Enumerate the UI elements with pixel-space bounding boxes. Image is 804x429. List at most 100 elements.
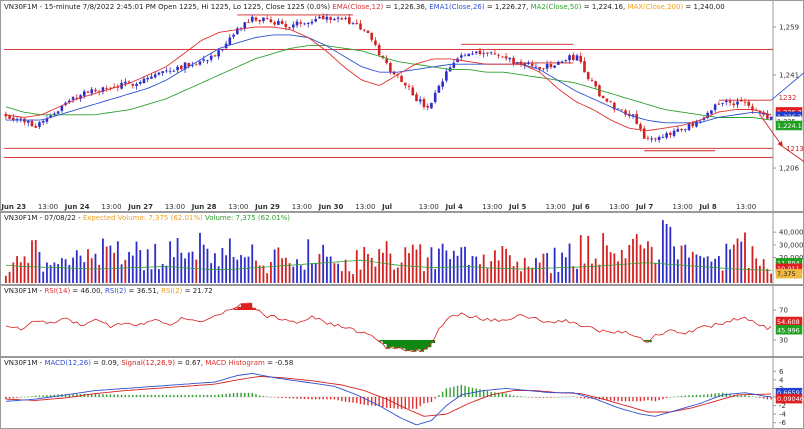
volume-bar[interactable] xyxy=(277,247,280,283)
macd-histogram-bar[interactable] xyxy=(468,387,470,397)
macd-histogram-bar[interactable] xyxy=(647,397,649,401)
volume-bar[interactable] xyxy=(318,254,321,283)
price-candle-body[interactable] xyxy=(60,105,64,111)
price-candle-body[interactable] xyxy=(191,65,194,67)
macd-histogram-bar[interactable] xyxy=(326,397,328,400)
volume-bar[interactable] xyxy=(228,238,231,283)
volume-bar[interactable] xyxy=(732,244,735,283)
macd-histogram-bar[interactable] xyxy=(113,394,115,397)
volume-bar[interactable] xyxy=(374,266,377,283)
volume-bar[interactable] xyxy=(258,265,261,283)
macd-histogram-bar[interactable] xyxy=(706,394,709,397)
macd-histogram-bar[interactable] xyxy=(755,397,757,398)
macd-histogram-bar[interactable] xyxy=(434,397,436,399)
price-candle-body[interactable] xyxy=(172,70,176,72)
macd-histogram-bar[interactable] xyxy=(557,397,560,398)
volume-bar[interactable] xyxy=(307,239,310,283)
price-candle-body[interactable] xyxy=(609,101,612,103)
price-candle-body[interactable] xyxy=(512,57,515,64)
volume-bar[interactable] xyxy=(523,257,526,283)
price-candle-body[interactable] xyxy=(527,62,530,64)
macd-histogram-bar[interactable] xyxy=(147,394,149,397)
macd-histogram-bar[interactable] xyxy=(363,397,365,405)
macd-histogram-bar[interactable] xyxy=(42,395,44,397)
volume-bar[interactable] xyxy=(120,264,123,283)
macd-histogram-bar[interactable] xyxy=(329,397,332,400)
volume-bar[interactable] xyxy=(445,250,448,283)
price-candle-body[interactable] xyxy=(403,82,407,86)
volume-bar[interactable] xyxy=(762,259,765,283)
price-candle-body[interactable] xyxy=(683,129,687,131)
price-candle-body[interactable] xyxy=(19,118,23,120)
price-candle-body[interactable] xyxy=(542,68,545,70)
price-candle-body[interactable] xyxy=(534,66,538,68)
macd-histogram-bar[interactable] xyxy=(408,397,410,409)
price-candle-body[interactable] xyxy=(34,126,38,128)
price-candle-body[interactable] xyxy=(250,16,254,22)
macd-histogram-bar[interactable] xyxy=(762,397,765,399)
price-candle-body[interactable] xyxy=(571,54,575,60)
volume-bar[interactable] xyxy=(516,261,519,283)
price-candle-body[interactable] xyxy=(493,53,497,55)
volume-bar[interactable] xyxy=(262,265,265,283)
price-candle-body[interactable] xyxy=(747,101,751,106)
macd-histogram-bar[interactable] xyxy=(120,394,123,397)
volume-bar[interactable] xyxy=(251,244,254,283)
volume-bar[interactable] xyxy=(4,275,7,283)
macd-histogram-bar[interactable] xyxy=(594,397,597,399)
volume-bar[interactable] xyxy=(16,256,18,283)
price-candle-body[interactable] xyxy=(68,100,71,103)
price-candle-body[interactable] xyxy=(717,103,721,105)
volume-bar[interactable] xyxy=(680,245,683,283)
volume-bar[interactable] xyxy=(564,257,567,283)
volume-bar[interactable] xyxy=(691,251,694,283)
volume-bar[interactable] xyxy=(352,274,354,283)
volume-bar[interactable] xyxy=(79,255,82,283)
price-candle-body[interactable] xyxy=(243,22,247,29)
price-candle-body[interactable] xyxy=(124,81,127,84)
macd-histogram-bar[interactable] xyxy=(494,392,496,397)
macd-histogram-bar[interactable] xyxy=(247,392,250,397)
volume-bar[interactable] xyxy=(740,241,743,283)
volume-bar[interactable] xyxy=(639,244,642,283)
macd-histogram-bar[interactable] xyxy=(169,394,171,397)
macd-histogram-bar[interactable] xyxy=(729,394,731,397)
price-candle-body[interactable] xyxy=(504,56,508,59)
price-candle-body[interactable] xyxy=(306,22,310,24)
macd-histogram-bar[interactable] xyxy=(132,394,134,397)
volume-bar[interactable] xyxy=(688,257,690,283)
macd-histogram-bar[interactable] xyxy=(20,397,22,398)
price-candle-body[interactable] xyxy=(303,23,306,25)
price-candle-body[interactable] xyxy=(389,62,392,72)
volume-bar[interactable] xyxy=(501,246,504,283)
volume-bar[interactable] xyxy=(449,259,451,283)
volume-bar[interactable] xyxy=(684,244,687,283)
volume-bar[interactable] xyxy=(759,265,761,283)
macd-histogram-bar[interactable] xyxy=(497,392,500,397)
macd-histogram-bar[interactable] xyxy=(583,397,586,399)
macd-histogram-bar[interactable] xyxy=(199,394,201,397)
macd-histogram-bar[interactable] xyxy=(632,397,634,402)
price-candle-body[interactable] xyxy=(131,83,135,86)
macd-histogram-bar[interactable] xyxy=(568,396,571,398)
macd-histogram-bar[interactable] xyxy=(288,397,291,399)
price-candle-body[interactable] xyxy=(12,117,15,120)
macd-histogram-bar[interactable] xyxy=(49,394,52,397)
rsi-pane[interactable]: VN30F1M - RSI(14) = 46.00, RSI(2) = 36.5… xyxy=(0,285,804,357)
macd-histogram-bar[interactable] xyxy=(665,397,668,399)
volume-bar[interactable] xyxy=(632,238,634,283)
price-candle-body[interactable] xyxy=(669,132,672,135)
price-candle-body[interactable] xyxy=(135,83,138,86)
macd-histogram-bar[interactable] xyxy=(262,395,265,397)
price-candle-body[interactable] xyxy=(695,121,698,127)
price-candle-body[interactable] xyxy=(351,23,355,24)
macd-histogram-bar[interactable] xyxy=(550,397,552,398)
volume-bar[interactable] xyxy=(538,262,541,283)
macd-histogram-bar[interactable] xyxy=(397,397,399,409)
macd-histogram-bar[interactable] xyxy=(516,395,518,397)
price-candle-body[interactable] xyxy=(45,118,49,122)
volume-bar[interactable] xyxy=(299,265,302,283)
volume-bar[interactable] xyxy=(296,259,298,283)
volume-bar[interactable] xyxy=(326,256,328,283)
price-candle-body[interactable] xyxy=(601,95,605,98)
